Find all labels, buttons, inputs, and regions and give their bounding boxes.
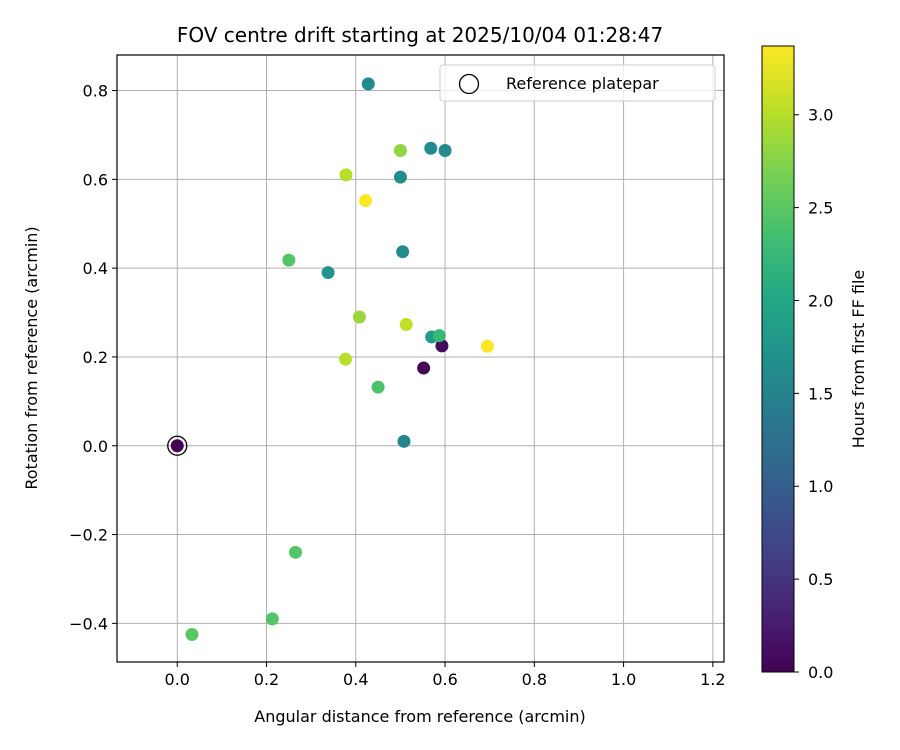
data-point: [393, 143, 407, 157]
y-tick-label: 0.4: [83, 259, 108, 278]
x-tick-label: 1.2: [700, 670, 725, 689]
colorbar-tick-label: 2.5: [808, 199, 833, 218]
colorbar-tick-label: 2.0: [808, 291, 833, 310]
y-tick-label: 0.2: [83, 348, 108, 367]
y-tick-label: 0.6: [83, 170, 108, 189]
y-tick-label: −0.4: [69, 614, 108, 633]
colorbar-tick-label: 1.5: [808, 384, 833, 403]
data-point: [424, 141, 438, 155]
colorbar-tick-label: 1.0: [808, 477, 833, 496]
y-axis-label: Rotation from reference (arcmin): [22, 226, 41, 489]
data-point: [170, 439, 184, 453]
data-point: [361, 77, 375, 91]
x-axis-ticks: 0.0 0.2 0.4 0.6 0.8 1.0 1.2: [165, 662, 726, 689]
reference-platepar-marker: [167, 435, 188, 456]
data-point: [432, 329, 446, 343]
legend-marker: [458, 73, 480, 95]
y-tick-label: 0.0: [83, 437, 108, 456]
data-point: [339, 352, 353, 366]
data-point: [265, 612, 279, 626]
data-point: [435, 339, 449, 353]
data-point: [321, 266, 335, 280]
x-tick-label: 0.8: [522, 670, 547, 689]
data-point: [396, 245, 410, 259]
legend: Reference platepar: [439, 64, 716, 102]
colorbar-tick-label: 0.5: [808, 570, 833, 589]
legend-box: [439, 64, 716, 102]
colorbar-tick-label: 3.0: [808, 106, 833, 125]
data-point: [480, 339, 494, 353]
legend-label: Reference platepar: [506, 74, 659, 93]
data-point: [397, 434, 411, 448]
data-point: [289, 545, 303, 559]
data-point: [399, 318, 413, 332]
data-point: [359, 194, 373, 208]
data-point: [282, 253, 296, 267]
colorbar-ticks: 0.0 0.5 1.0 1.5 2.0 2.5 3.0: [794, 106, 833, 682]
x-tick-label: 0.6: [432, 670, 457, 689]
colorbar-gradient: [761, 45, 795, 673]
x-tick-label: 0.2: [254, 670, 279, 689]
y-tick-label: −0.2: [69, 526, 108, 545]
y-axis-ticks: −0.4 −0.2 0.0 0.2 0.4 0.6 0.8: [69, 82, 117, 633]
colorbar-label: Hours from first FF file: [849, 270, 868, 449]
data-point: [417, 361, 431, 375]
x-tick-label: 0.4: [343, 670, 368, 689]
grid: [117, 55, 724, 662]
data-point: [185, 627, 199, 641]
data-point: [371, 380, 385, 394]
y-tick-label: 0.8: [83, 82, 108, 101]
x-axis-label: Angular distance from reference (arcmin): [254, 707, 585, 726]
chart-title: FOV centre drift starting at 2025/10/04 …: [177, 23, 663, 47]
data-point: [339, 168, 353, 182]
x-tick-label: 0.0: [165, 670, 190, 689]
x-tick-label: 1.0: [611, 670, 636, 689]
data-points: [167, 77, 494, 641]
colorbar-tick-label: 0.0: [808, 663, 833, 682]
colorbar: 0.0 0.5 1.0 1.5 2.0 2.5 3.0 Hours from first F…: [761, 45, 868, 682]
plot-frame: [116, 54, 725, 663]
data-point: [352, 310, 366, 324]
data-point: [393, 170, 407, 184]
data-point: [438, 143, 452, 157]
